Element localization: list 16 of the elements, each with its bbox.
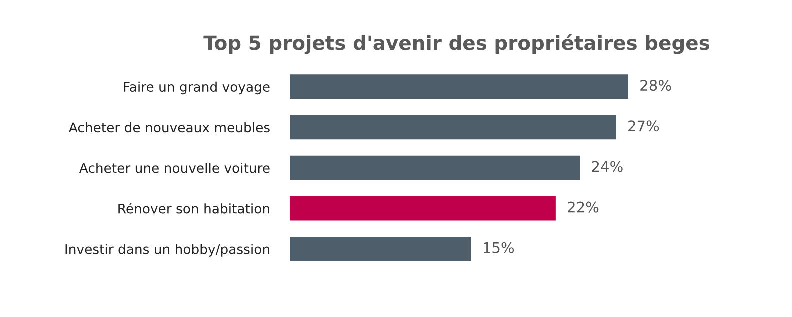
chart-title: Top 5 projets d'avenir des propriétaires beges <box>204 34 710 54</box>
y-tick-label: Acheter de nouveaux meubles <box>68 122 270 133</box>
data-label: 27% <box>628 120 660 132</box>
data-label: 24% <box>592 161 623 172</box>
y-tick-label: Rénover son habitation <box>118 203 270 214</box>
y-tick-label: Investir dans un hobby/passion <box>66 244 270 257</box>
bar <box>290 115 616 140</box>
y-tick-label: Faire un grand voyage <box>124 82 270 95</box>
data-label: 28% <box>640 80 672 92</box>
bar <box>290 196 556 221</box>
bar <box>290 156 580 180</box>
bar <box>290 74 628 100</box>
y-tick-label: Acheter une nouvelle voiture <box>79 162 270 174</box>
data-label: 15% <box>484 242 514 254</box>
data-label: 22% <box>568 202 599 213</box>
bar <box>290 236 472 262</box>
